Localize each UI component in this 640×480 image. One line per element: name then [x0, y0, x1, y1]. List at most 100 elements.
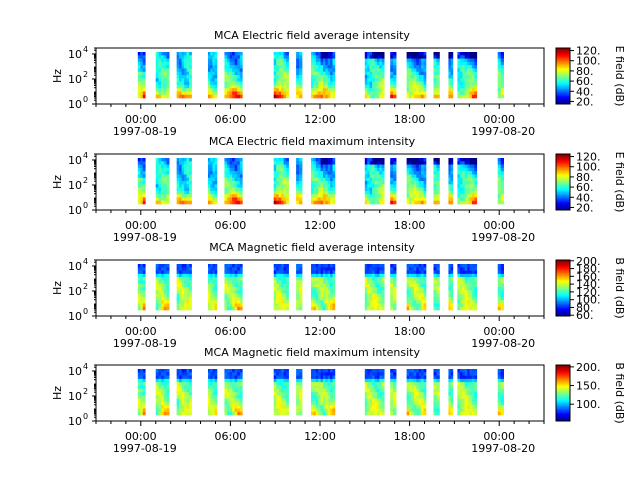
- spectrogram-cell: [214, 177, 218, 182]
- spectrogram-cell: [418, 303, 422, 308]
- spectrogram-cell: [332, 264, 336, 268]
- spectrogram-cell: [315, 392, 319, 396]
- spectrogram-cell: [381, 306, 385, 311]
- spectrogram-cell: [467, 385, 470, 390]
- spectrogram-cell: [176, 300, 180, 304]
- spectrogram-cell: [226, 382, 230, 386]
- spectrogram-cell: [411, 303, 415, 308]
- spectrogram-cell: [296, 372, 300, 376]
- colorbar-swatch: [556, 289, 570, 292]
- spectrogram-cell: [176, 94, 180, 99]
- spectrogram-cell: [234, 283, 238, 288]
- spectrogram-cell: [325, 187, 329, 192]
- spectrogram-cell: [421, 68, 424, 73]
- spectrogram-cell: [234, 78, 238, 82]
- spectrogram-cell: [467, 88, 470, 92]
- spectrogram-cell: [296, 273, 300, 278]
- spectrogram-cell: [379, 408, 383, 413]
- spectrogram-cell: [367, 392, 370, 396]
- spectrogram-cell: [471, 385, 475, 390]
- spectrogram-cell: [436, 290, 440, 294]
- spectrogram-cell: [176, 382, 180, 386]
- spectrogram-cell: [142, 177, 146, 182]
- spectrogram-cell: [176, 264, 180, 268]
- spectrogram-cell: [210, 194, 213, 198]
- spectrogram-cell: [327, 401, 331, 406]
- spectrogram-cell: [367, 369, 370, 373]
- colorbar-swatch: [556, 80, 570, 82]
- spectrogram-cell: [142, 184, 146, 188]
- spectrogram-cell: [413, 296, 417, 301]
- spectrogram-cell: [330, 277, 333, 281]
- data-segment: [364, 369, 385, 416]
- spectrogram-cell: [299, 58, 303, 63]
- spectrogram-cell: [189, 174, 192, 179]
- y-tick-exponent: 0: [83, 201, 88, 210]
- spectrogram-cell: [163, 190, 167, 195]
- spectrogram-cell: [237, 296, 241, 301]
- spectrogram-cell: [273, 290, 277, 294]
- spectrogram-cell: [313, 283, 317, 288]
- spectrogram-cell: [226, 91, 230, 96]
- spectrogram-cell: [423, 372, 427, 376]
- spectrogram-cell: [418, 55, 422, 59]
- spectrogram-cell: [283, 375, 287, 380]
- spectrogram-cell: [372, 392, 375, 396]
- spectrogram-cell: [325, 290, 329, 294]
- colorbar-swatch: [556, 405, 570, 408]
- spectrogram-cell: [457, 290, 461, 294]
- spectrogram-cell: [448, 197, 451, 202]
- spectrogram-cell: [283, 190, 287, 195]
- spectrogram-cell: [186, 194, 190, 198]
- spectrogram-cell: [469, 58, 473, 63]
- spectrogram-cell: [464, 392, 468, 396]
- spectrogram-cell: [237, 280, 241, 285]
- spectrogram-cell: [181, 388, 185, 393]
- spectrogram-cell: [459, 171, 463, 175]
- spectrogram-cell: [376, 164, 380, 169]
- spectrogram-cell: [313, 200, 317, 205]
- spectrogram-cell: [276, 181, 279, 185]
- spectrogram-cell: [186, 395, 190, 399]
- spectrogram-cell: [184, 55, 187, 59]
- spectrogram-cell: [166, 411, 170, 416]
- spectrogram-cell: [283, 158, 287, 162]
- spectrogram-cell: [273, 293, 277, 298]
- spectrogram-cell: [497, 164, 501, 169]
- spectrogram-cell: [142, 181, 146, 185]
- spectrogram-cell: [450, 408, 454, 413]
- spectrogram-cell: [276, 296, 279, 301]
- spectrogram-cell: [409, 184, 412, 188]
- spectrogram-cell: [208, 267, 211, 271]
- spectrogram-cell: [281, 78, 284, 82]
- colorbar-swatch: [556, 204, 570, 207]
- spectrogram-cell: [226, 300, 230, 304]
- spectrogram-cell: [315, 78, 319, 82]
- spectrogram-cell: [181, 372, 185, 376]
- spectrogram-cell: [184, 264, 187, 268]
- spectrogram-cell: [161, 181, 165, 185]
- spectrogram-cell: [332, 197, 336, 202]
- spectrogram-cell: [239, 277, 243, 281]
- spectrogram-cell: [372, 171, 375, 175]
- spectrogram-cell: [459, 194, 463, 198]
- spectrogram-cell: [210, 75, 213, 79]
- spectrogram-cell: [390, 398, 394, 403]
- spectrogram-cell: [325, 75, 329, 79]
- spectrogram-cell: [158, 55, 162, 59]
- spectrogram-cell: [459, 395, 463, 399]
- spectrogram-cell: [214, 52, 218, 56]
- colorbar-swatch: [556, 169, 570, 172]
- spectrogram-cell: [474, 277, 478, 281]
- spectrogram-cell: [497, 293, 501, 298]
- spectrogram-cell: [232, 382, 235, 386]
- spectrogram-cell: [286, 411, 289, 416]
- spectrogram-cell: [423, 306, 427, 311]
- spectrogram-cell: [436, 164, 440, 169]
- spectrogram-cell: [283, 270, 287, 275]
- spectrogram-cell: [226, 161, 230, 165]
- colorbar-swatch: [556, 376, 570, 378]
- spectrogram-cell: [283, 161, 287, 165]
- spectrogram-cell: [464, 283, 468, 288]
- spectrogram-cell: [313, 190, 317, 195]
